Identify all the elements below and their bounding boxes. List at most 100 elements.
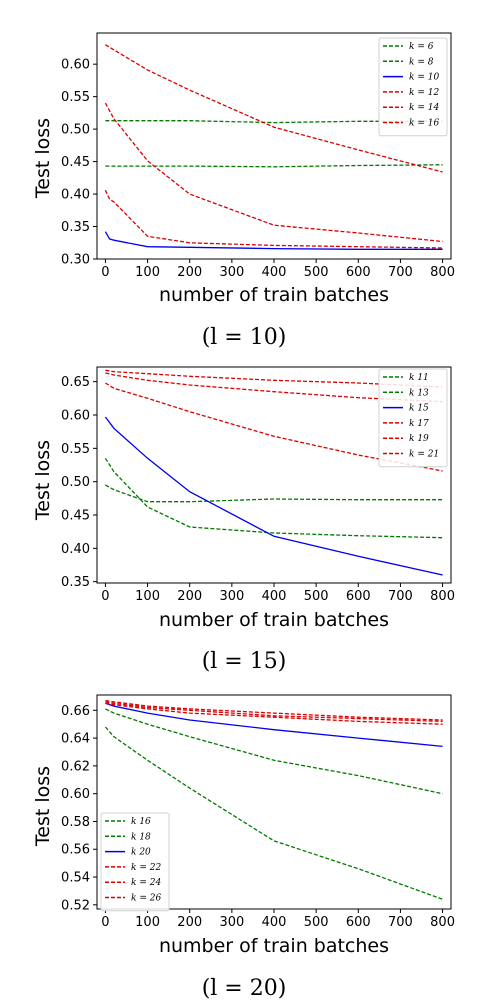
x-tick-label: 600 <box>346 915 371 930</box>
legend-box <box>378 368 448 468</box>
legend-label: k 16 <box>131 817 151 827</box>
chart-caption: (l = 10) <box>202 325 287 350</box>
y-tick-label: 0.56 <box>61 843 90 858</box>
legend-label: k = 10 <box>409 73 439 83</box>
y-tick-label: 0.66 <box>61 704 90 719</box>
series-line-5 <box>105 369 443 388</box>
y-tick-label: 0.35 <box>61 220 90 235</box>
x-tick-label: 100 <box>135 265 160 280</box>
x-tick-label: 300 <box>219 915 244 930</box>
legend-label: k = 26 <box>131 894 161 904</box>
x-tick-label: 0 <box>101 265 109 280</box>
legend: k 16 k 18 k 20 k = 22 k = 24 k = 26 <box>100 812 170 912</box>
legend-box <box>100 812 170 912</box>
legend-label: k = 22 <box>131 863 161 873</box>
legend-label: k 20 <box>131 848 151 858</box>
x-tick-label: 300 <box>219 265 244 280</box>
series-line-3 <box>105 702 443 725</box>
x-tick-label: 500 <box>304 915 329 930</box>
legend-label: k 15 <box>409 404 429 414</box>
series-line-4 <box>105 372 443 403</box>
legend-label: k = 6 <box>409 42 434 52</box>
y-tick-label: 0.52 <box>61 898 90 913</box>
x-axis-label: number of train batches <box>159 609 389 631</box>
chart-l10: Test loss number of train batches (l = 1… <box>32 32 455 350</box>
chart-caption: (l = 15) <box>202 649 287 674</box>
x-tick-label: 600 <box>346 265 371 280</box>
series-line-0 <box>104 726 443 900</box>
y-tick-label: 0.45 <box>61 155 90 170</box>
series-line-2 <box>105 702 443 748</box>
legend-label: k 17 <box>409 419 429 429</box>
x-tick-label: 100 <box>135 915 160 930</box>
chart-caption: (l = 20) <box>202 976 287 1001</box>
series-line-0 <box>105 120 443 124</box>
y-tick-label: 0.54 <box>61 871 90 886</box>
x-tick-label: 200 <box>177 265 202 280</box>
series-line-1 <box>105 164 443 168</box>
legend-label: k = 21 <box>409 450 439 460</box>
x-tick-label: 700 <box>388 915 413 930</box>
y-tick-label: 0.35 <box>61 575 90 590</box>
legend-label: k = 14 <box>409 103 439 113</box>
x-tick-label: 200 <box>177 589 202 604</box>
y-tick-label: 0.60 <box>61 787 90 802</box>
y-axis-label: Test loss <box>32 118 54 199</box>
x-tick-label: 500 <box>304 589 329 604</box>
legend-label: k 13 <box>409 388 429 398</box>
x-tick-label: 400 <box>262 589 287 604</box>
y-tick-label: 0.58 <box>61 815 90 830</box>
legend-label: k = 8 <box>409 57 434 67</box>
y-tick-label: 0.65 <box>61 375 90 390</box>
legend-box <box>378 37 448 137</box>
x-tick-label: 400 <box>262 915 287 930</box>
x-tick-label: 100 <box>135 589 160 604</box>
x-tick-label: 800 <box>430 915 455 930</box>
y-tick-label: 0.30 <box>61 253 90 268</box>
x-tick-label: 400 <box>262 265 287 280</box>
series-line-3 <box>104 189 443 249</box>
legend-label: k 19 <box>409 434 429 444</box>
y-tick-label: 0.62 <box>61 759 90 774</box>
y-tick-label: 0.40 <box>61 188 90 203</box>
x-tick-label: 800 <box>430 589 455 604</box>
legend-label: k = 16 <box>409 119 439 129</box>
y-axis-label: Test loss <box>32 766 54 847</box>
x-tick-label: 0 <box>101 589 109 604</box>
y-tick-label: 0.55 <box>61 442 90 457</box>
y-tick-label: 0.40 <box>61 542 90 557</box>
y-tick-label: 0.60 <box>61 409 90 424</box>
series-line-1 <box>105 708 443 795</box>
y-axis-label: Test loss <box>32 440 54 521</box>
y-tick-label: 0.55 <box>61 90 90 105</box>
series-line-2 <box>104 231 443 250</box>
y-tick-label: 0.50 <box>61 475 90 490</box>
x-tick-label: 200 <box>177 915 202 930</box>
legend-label: k = 24 <box>131 878 161 888</box>
x-tick-label: 600 <box>346 589 371 604</box>
legend-label: k 11 <box>409 373 429 383</box>
x-axis-label: number of train batches <box>159 284 389 306</box>
legend-label: k = 12 <box>409 88 439 98</box>
y-tick-label: 0.64 <box>61 732 90 747</box>
legend-label: k 18 <box>131 832 151 842</box>
x-tick-label: 800 <box>430 265 455 280</box>
series-line-0 <box>105 484 443 503</box>
legend: k 11 k 13 k 15 k 17 k 19 k = 21 <box>378 368 448 468</box>
y-tick-label: 0.50 <box>61 123 90 138</box>
x-tick-label: 300 <box>219 589 244 604</box>
x-tick-label: 700 <box>388 265 413 280</box>
chart-l15: Test loss number of train batches (l = 1… <box>32 366 455 674</box>
series-line-1 <box>104 457 443 539</box>
x-tick-label: 0 <box>101 915 109 930</box>
x-tick-label: 700 <box>388 589 413 604</box>
x-tick-label: 500 <box>304 265 329 280</box>
series-line-5 <box>105 44 443 173</box>
x-axis-label: number of train batches <box>159 935 389 957</box>
series-line-4 <box>105 701 443 723</box>
legend: k = 6 k = 8 k = 10 k = 12 k = 14 k = 16 <box>378 37 448 137</box>
series-line-5 <box>105 699 443 721</box>
chart-l20: Test loss number of train batches (l = 2… <box>32 694 455 1001</box>
y-tick-label: 0.45 <box>61 509 90 524</box>
series-line-2 <box>104 416 443 576</box>
